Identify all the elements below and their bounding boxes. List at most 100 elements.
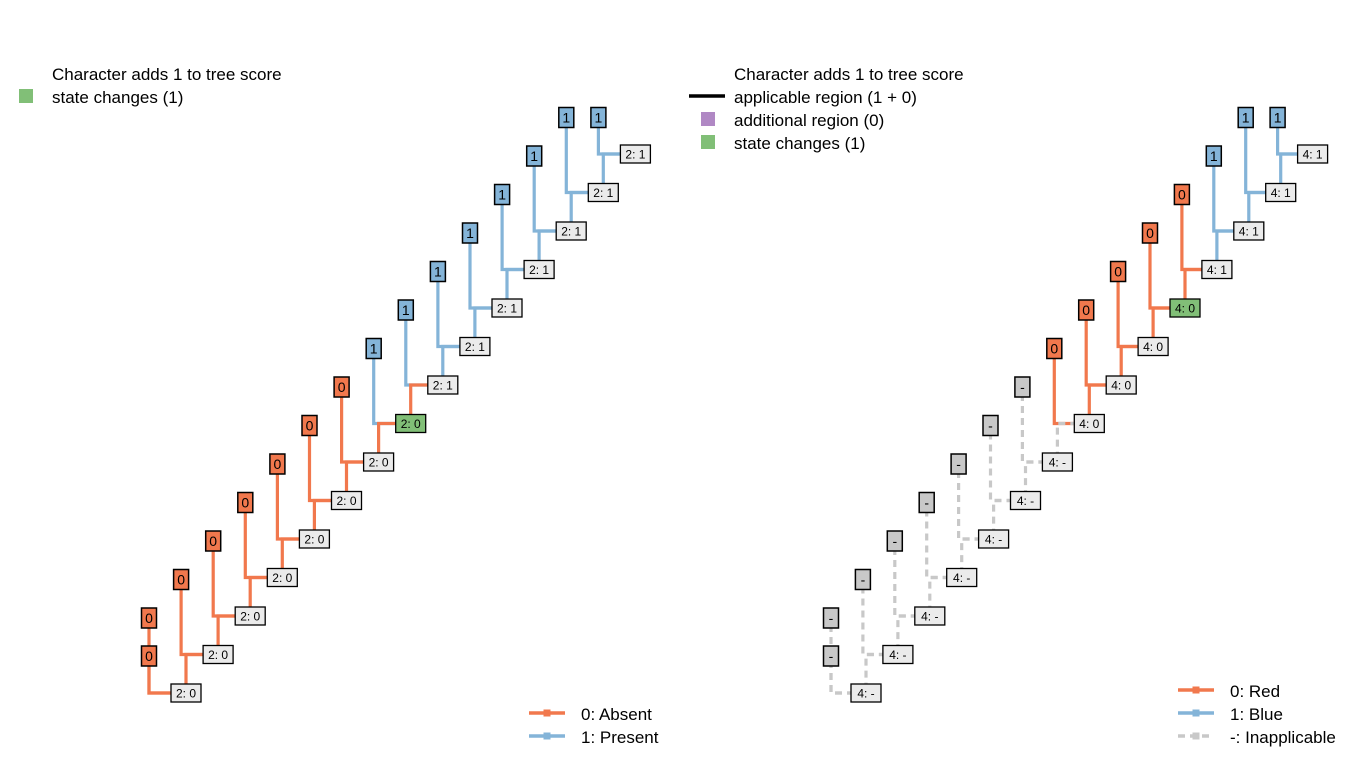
right-node-label: 4: 1 xyxy=(1303,148,1323,162)
right-edges xyxy=(829,127,1313,695)
left-node-label: 2: 0 xyxy=(208,648,228,662)
right-tip-label: - xyxy=(956,456,961,472)
right-tip-box xyxy=(1077,299,1095,321)
left-tip-label: 0 xyxy=(209,533,217,549)
right-node-box xyxy=(1201,259,1233,280)
right-tip-label: 1 xyxy=(1210,148,1218,164)
right-tip-box xyxy=(950,453,967,475)
left-tip-box xyxy=(590,106,607,129)
right-node-box xyxy=(1233,221,1265,241)
left-score-header: Character adds 1 to tree score xyxy=(52,65,282,84)
left-tip-box xyxy=(301,414,318,437)
left-node-label: 2: 1 xyxy=(433,379,453,393)
right-node-label: 4: 0 xyxy=(1143,340,1163,354)
right-tip-label: 0 xyxy=(1114,264,1122,280)
left-tip-box xyxy=(204,530,222,552)
right-tip-box xyxy=(1109,260,1127,283)
right-internal-nodes: 4: - 4: - 4: - 4: - 4: - 4: - 4: - 4: 0 4: 0 4: 0… xyxy=(850,144,1329,703)
left-node-label: 2: 0 xyxy=(304,533,324,547)
right-node-box xyxy=(882,644,914,665)
right-branch xyxy=(1148,243,1185,310)
left-node-label: 2: 1 xyxy=(593,186,613,200)
right-score-legend: Character adds 1 to tree score applicabl… xyxy=(689,65,964,153)
left-tip-box xyxy=(172,568,190,591)
right-additional-region-label: additional region (0) xyxy=(734,111,884,130)
right-tip-label: - xyxy=(829,648,834,664)
legend-blue-label: 1: Blue xyxy=(1230,705,1283,724)
right-node-box xyxy=(1105,375,1137,395)
left-tip-label: 1 xyxy=(498,187,506,203)
right-tip-box xyxy=(1173,183,1191,206)
left-tip-box xyxy=(333,376,350,398)
left-tip-box xyxy=(493,183,511,206)
right-tip-label: - xyxy=(892,533,897,549)
right-node-label: 4: 0 xyxy=(1111,379,1131,393)
left-node-box xyxy=(523,259,555,280)
left-node-box xyxy=(298,529,331,549)
right-node-box-state-change xyxy=(1169,298,1201,318)
left-tip-label: 0 xyxy=(177,572,185,588)
right-node-label: 4: - xyxy=(953,571,970,585)
right-node-label: 4: 0 xyxy=(1079,417,1099,431)
right-node-label: 4: 0 xyxy=(1175,302,1195,316)
right-branch xyxy=(925,512,962,580)
left-tip-box xyxy=(237,491,254,514)
right-tip-box xyxy=(918,491,935,514)
left-node-label: 2: 1 xyxy=(529,263,549,277)
right-node-label: 4: 1 xyxy=(1207,263,1227,277)
right-node-label: 4: - xyxy=(985,533,1002,547)
right-tip-box xyxy=(854,568,872,591)
legend-present-label: 1: Present xyxy=(581,728,659,747)
left-node-label: 2: 0 xyxy=(240,610,260,624)
left-edges xyxy=(147,127,636,695)
legend-inapplicable-marker xyxy=(1192,732,1200,740)
right-node-box xyxy=(1041,452,1074,472)
left-state-change-swatch xyxy=(19,89,33,103)
right-node-label: 4: - xyxy=(1017,494,1034,508)
legend-red-label: 0: Red xyxy=(1230,682,1280,701)
legend-present-marker xyxy=(543,732,551,740)
right-tip-label: 0 xyxy=(1146,225,1154,241)
left-node-label: 2: 0 xyxy=(336,494,356,508)
right-branch xyxy=(1116,281,1154,349)
right-state-legend: 0: Red 1: Blue -: Inapplicable xyxy=(1178,682,1336,747)
left-tip-label: 1 xyxy=(595,110,603,126)
left-tip-label: 1 xyxy=(434,264,442,280)
right-tip-label: - xyxy=(829,610,834,626)
left-node-label: 2: 1 xyxy=(625,148,645,162)
left-node-box xyxy=(587,182,619,203)
right-branch xyxy=(957,474,994,541)
left-node-box xyxy=(491,298,523,318)
additional-region-swatch xyxy=(701,112,715,126)
right-node-label: 4: - xyxy=(857,687,874,701)
right-node-box xyxy=(977,529,1010,549)
right-branch xyxy=(893,551,930,618)
left-node-box xyxy=(234,606,266,626)
left-node-box xyxy=(459,336,491,357)
left-tip-box xyxy=(140,645,158,667)
left-node-box xyxy=(266,567,298,588)
legend-blue-marker xyxy=(1192,709,1200,717)
left-tip-box xyxy=(558,106,575,129)
left-tip-label: 0 xyxy=(145,648,153,664)
left-tip-box xyxy=(525,145,543,167)
right-score-header: Character adds 1 to tree score xyxy=(734,65,964,84)
right-branch xyxy=(1020,397,1058,464)
right-branch xyxy=(1180,204,1217,272)
right-tip-box xyxy=(1046,337,1063,360)
right-tip-box xyxy=(1237,106,1254,129)
left-tip-label: 1 xyxy=(402,302,410,318)
legend-absent-marker xyxy=(543,709,551,717)
left-tip-label: 0 xyxy=(274,456,282,472)
left-score-legend: Character adds 1 to tree score state cha… xyxy=(19,65,282,107)
right-tip-label: 0 xyxy=(1082,302,1090,318)
right-node-box xyxy=(1073,413,1105,434)
right-tips: - - - - - - - - 0 0 0 0 0 1 1 1 xyxy=(822,106,1286,667)
left-tip-label: 1 xyxy=(370,341,378,357)
left-node-box xyxy=(170,683,202,703)
left-tip-box xyxy=(140,607,158,629)
right-tip-box xyxy=(886,530,904,552)
right-tip-box xyxy=(822,607,840,629)
left-state-legend: 0: Absent 1: Present xyxy=(529,705,659,747)
left-tip-box xyxy=(429,260,447,283)
